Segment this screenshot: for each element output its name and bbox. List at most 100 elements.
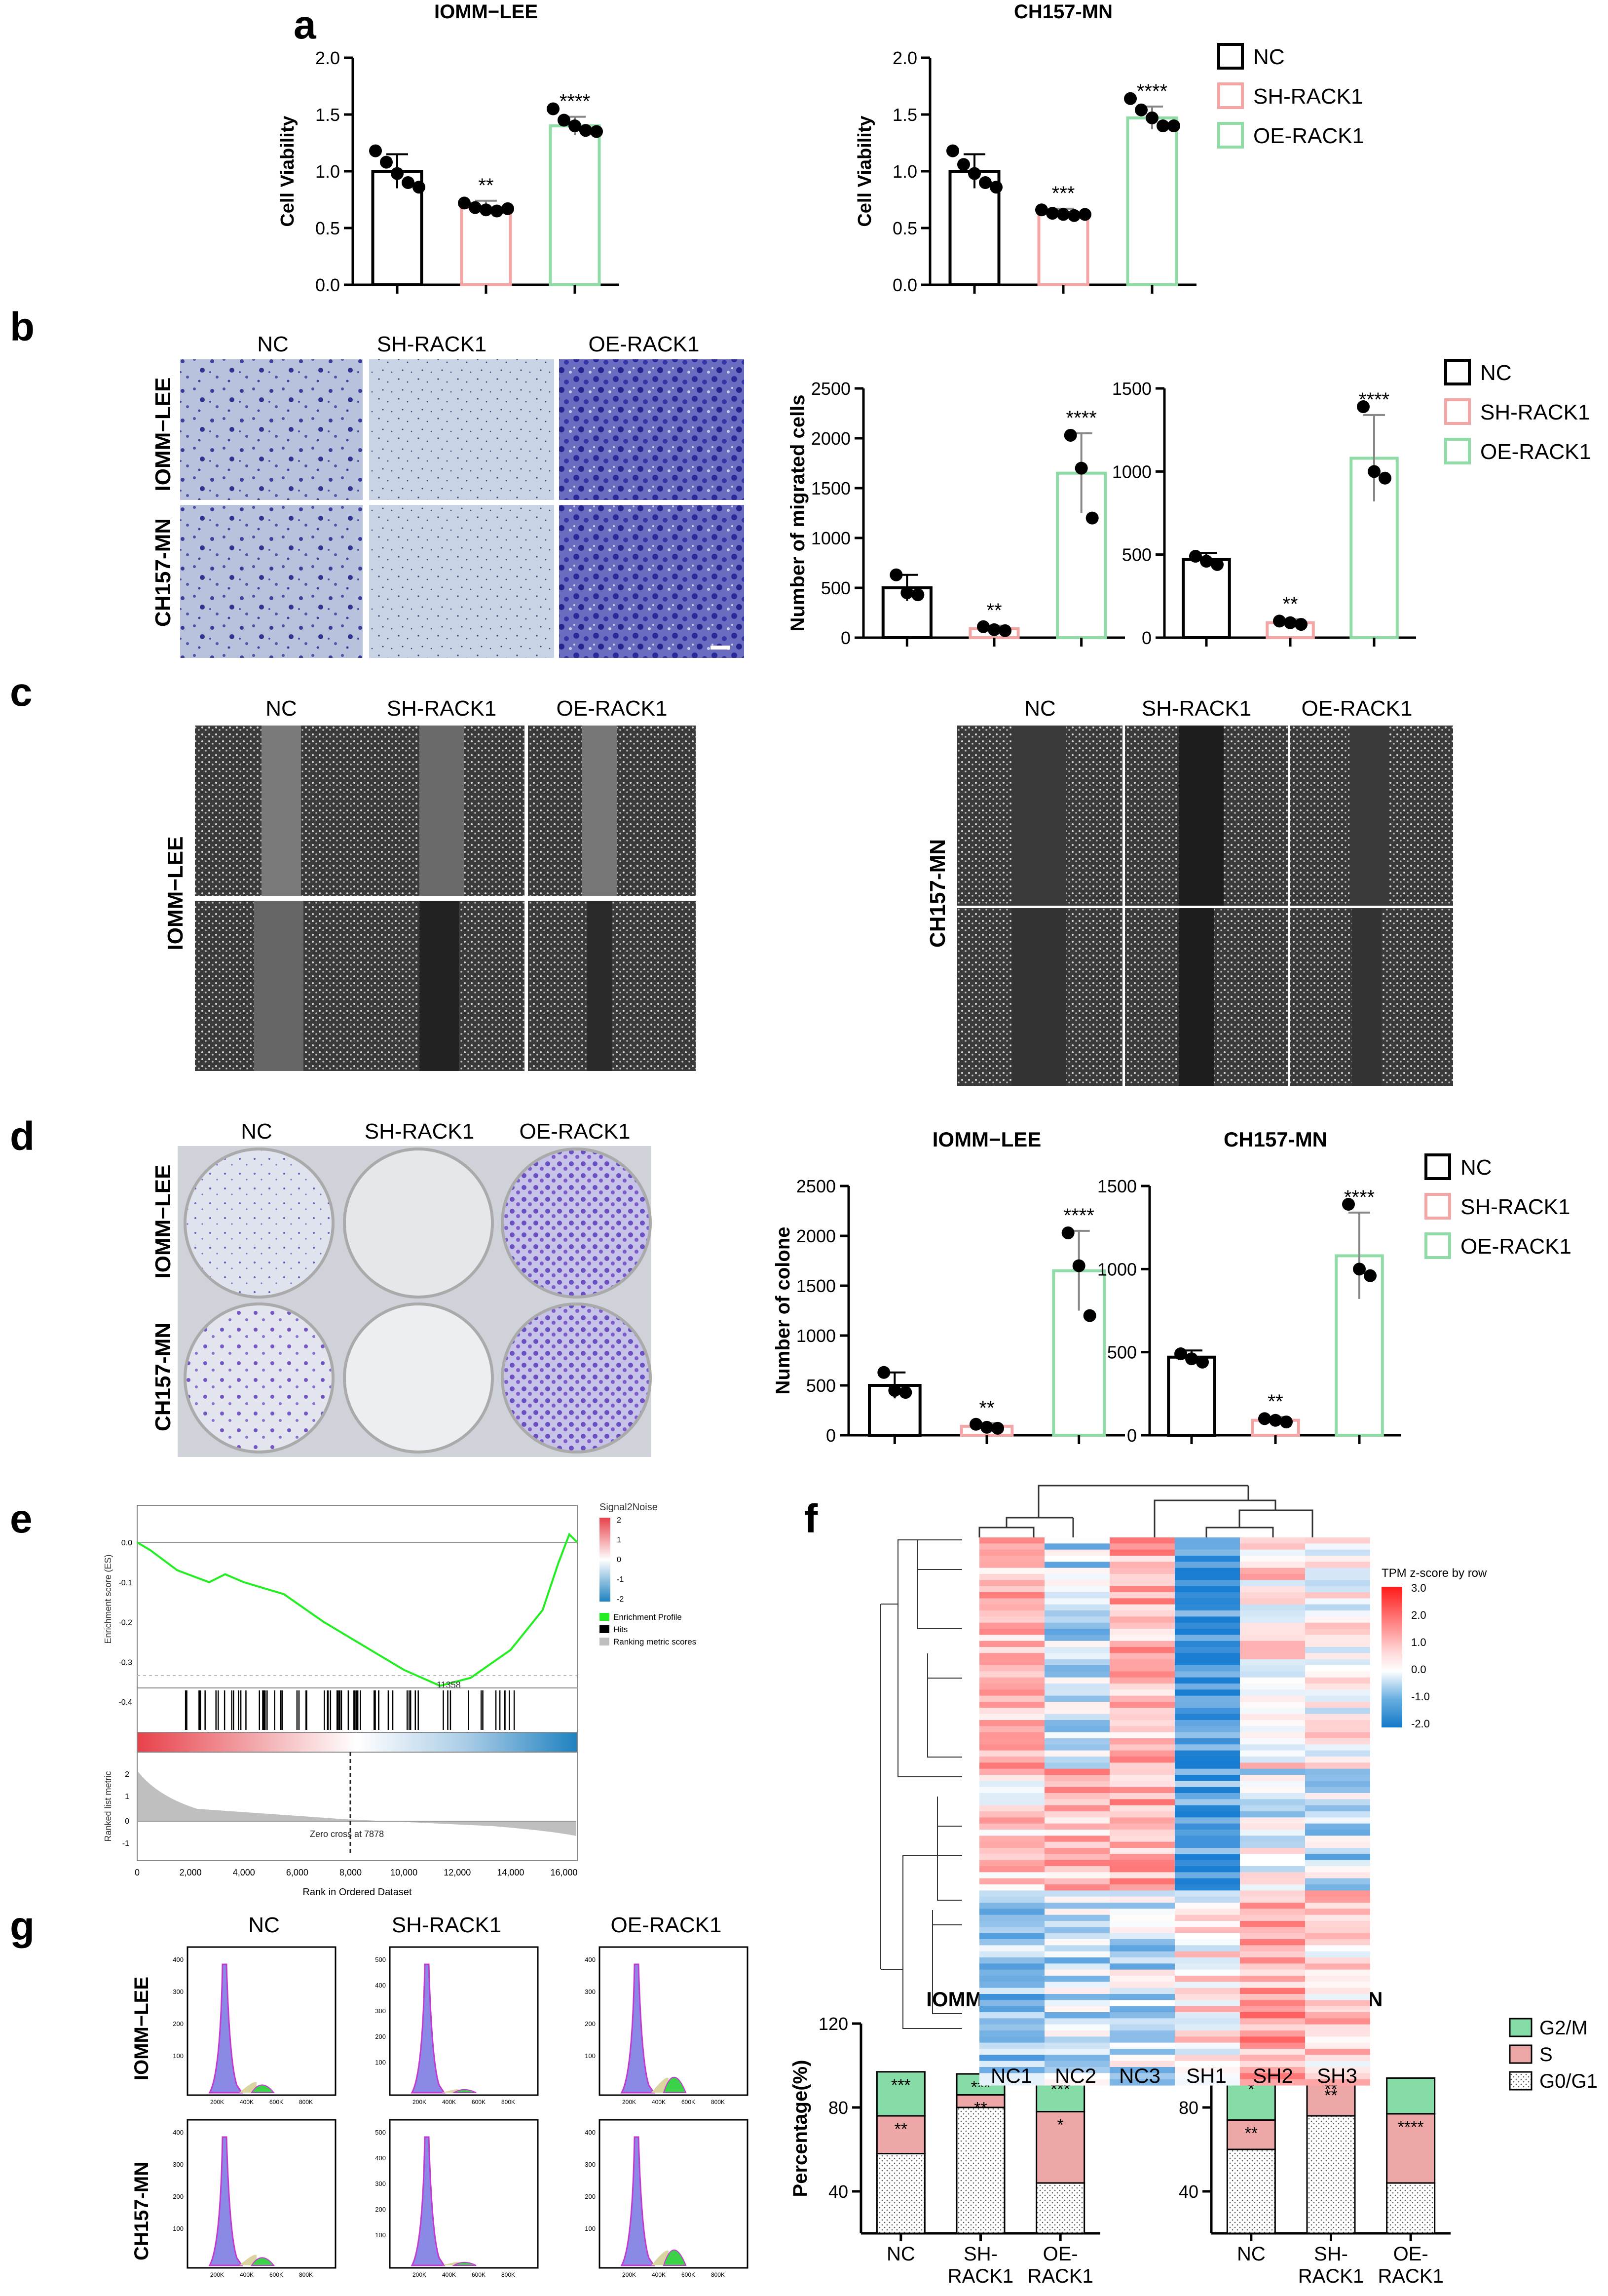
heatmap-cell <box>1175 1641 1240 1647</box>
histogram-x-tick: 200K <box>622 2271 636 2278</box>
heatmap-cell <box>979 1665 1045 1672</box>
gsea-x-label: Rank in Ordered Dataset <box>302 1887 412 1898</box>
heatmap-cell <box>1110 1659 1175 1666</box>
heatmap-cell <box>1045 2067 1110 2073</box>
heatmap-cell <box>1110 1708 1175 1715</box>
g2m-peak <box>452 2261 477 2266</box>
heatmap-cell <box>979 1976 1045 1982</box>
histogram-y-tick: 300 <box>585 1988 596 1995</box>
data-point <box>1200 555 1213 568</box>
heatmap-cell <box>1305 1988 1370 1994</box>
gsea-scale-tick: 2 <box>617 1516 621 1525</box>
heatmap-cell <box>1045 1647 1110 1653</box>
heatmap-cell <box>1305 1896 1370 1903</box>
data-point <box>890 568 903 581</box>
heatmap-cell <box>1110 2042 1175 2049</box>
heatmap-cell <box>1045 1939 1110 1946</box>
heatmap-cell <box>1305 1635 1370 1642</box>
col-label-nc: NC <box>241 1119 272 1144</box>
data-point <box>1046 207 1059 220</box>
significance-label: ** <box>979 1397 994 1419</box>
histogram-x-tick: 600K <box>472 2271 486 2278</box>
heatmap-cell <box>1240 2006 1305 2013</box>
histogram-y-tick: 200 <box>585 2193 596 2200</box>
heatmap-cell <box>1305 1793 1370 1799</box>
heatmap-cell <box>979 2030 1045 2037</box>
heatmap-cell <box>1305 1775 1370 1781</box>
heatmap-cell <box>1240 1684 1305 1690</box>
histogram-x-tick: 800K <box>501 2271 515 2278</box>
heatmap-cell <box>1305 1549 1370 1556</box>
heatmap-cell <box>1175 1836 1240 1842</box>
heatmap-cell <box>1240 1537 1305 1544</box>
histogram-x-tick: 600K <box>269 2271 283 2278</box>
heatmap-cell <box>1110 1775 1175 1781</box>
data-point <box>1075 461 1088 475</box>
heatmap-cell <box>1045 2061 1110 2067</box>
heatmap-cell <box>1110 1616 1175 1623</box>
heatmap-cell <box>1110 1732 1175 1739</box>
heatmap-cell <box>979 1866 1045 1873</box>
heatmap-cell <box>1240 1781 1305 1788</box>
heatmap-cell <box>1110 1695 1175 1702</box>
heatmap-cell <box>1305 1909 1370 1915</box>
heatmap-cell <box>1305 1914 1370 1921</box>
heatmap-cell <box>1240 1659 1305 1666</box>
heatmap-cell <box>1175 1896 1240 1903</box>
heatmap-cell <box>979 1768 1045 1775</box>
heatmap-col-label: NC3 <box>1119 2064 1160 2087</box>
heatmap-cell <box>1305 1598 1370 1605</box>
col-label-oe: OE-RACK1 <box>557 696 668 721</box>
wound-images-iomm: NC SH-RACK1 OE-RACK1 IOMM−LEE <box>163 696 696 1071</box>
heatmap-cell <box>1175 1903 1240 1909</box>
heatmap-cell <box>1110 1848 1175 1854</box>
heatmap-cell <box>1305 2067 1370 2073</box>
heatmap-cell <box>1110 2049 1175 2055</box>
heatmap-cell <box>1045 1635 1110 1642</box>
heatmap-cell <box>1110 1811 1175 1818</box>
heatmap-cell <box>1240 1945 1305 1952</box>
heatmap-cell <box>979 1890 1045 1897</box>
heatmap-cell <box>1175 2055 1240 2062</box>
heatmap-cell <box>1045 2012 1110 2019</box>
heatmap-cell <box>1305 1872 1370 1879</box>
heatmap-cell <box>979 1914 1045 1921</box>
heatmap-cell <box>1305 1653 1370 1660</box>
heatmap-cell <box>1110 1586 1175 1593</box>
data-point <box>1061 1226 1075 1239</box>
heatmap-cell <box>979 2073 1045 2080</box>
histogram-y-tick: 300 <box>375 2180 386 2187</box>
histogram-x-tick: 400K <box>442 2099 456 2105</box>
y-tick-label: 80 <box>828 2098 848 2118</box>
heatmap-cell <box>1305 1580 1370 1587</box>
gsea-zero-cross: Zero cross at 7878 <box>310 1829 384 1839</box>
wound-images-ch157: NC SH-RACK1 OE-RACK1 CH157-MN <box>926 696 1453 1086</box>
heatmap-cell <box>1175 1793 1240 1799</box>
heatmap-cell <box>1305 1586 1370 1593</box>
heatmap-cell <box>1240 1982 1305 1989</box>
heatmap-cell <box>1045 1775 1110 1781</box>
heatmap-cell <box>1240 1903 1305 1909</box>
heatmap-cell <box>1305 1665 1370 1672</box>
data-point <box>380 155 393 169</box>
y-tick-label: 2500 <box>811 379 851 399</box>
heatmap-cell <box>1240 1702 1305 1708</box>
significance-label: **** <box>1064 1205 1094 1226</box>
data-point <box>946 144 959 157</box>
heatmap-cell <box>1045 1574 1110 1580</box>
row-label-ch157: CH157-MN <box>926 839 950 948</box>
heatmap-cell <box>1110 2079 1175 2086</box>
heatmap-cell <box>979 1568 1045 1574</box>
heatmap-cell <box>1305 1890 1370 1897</box>
transwell-iomm-nc <box>180 359 363 500</box>
heatmap-cell <box>1175 1750 1240 1757</box>
heatmap-cell <box>1175 1556 1240 1562</box>
y-tick-label: 2.0 <box>315 48 340 68</box>
heatmap-cell <box>1175 2024 1240 2031</box>
gsea-plot: Enrichment score (ES) 0.0 -0.1 -0.2 -0.3 -0.… <box>103 1502 696 1898</box>
heatmap-cell <box>1240 1805 1305 1812</box>
heatmap-cell <box>1240 2067 1305 2073</box>
heatmap-cell <box>1045 1708 1110 1715</box>
heatmap-cell <box>1110 1647 1175 1653</box>
